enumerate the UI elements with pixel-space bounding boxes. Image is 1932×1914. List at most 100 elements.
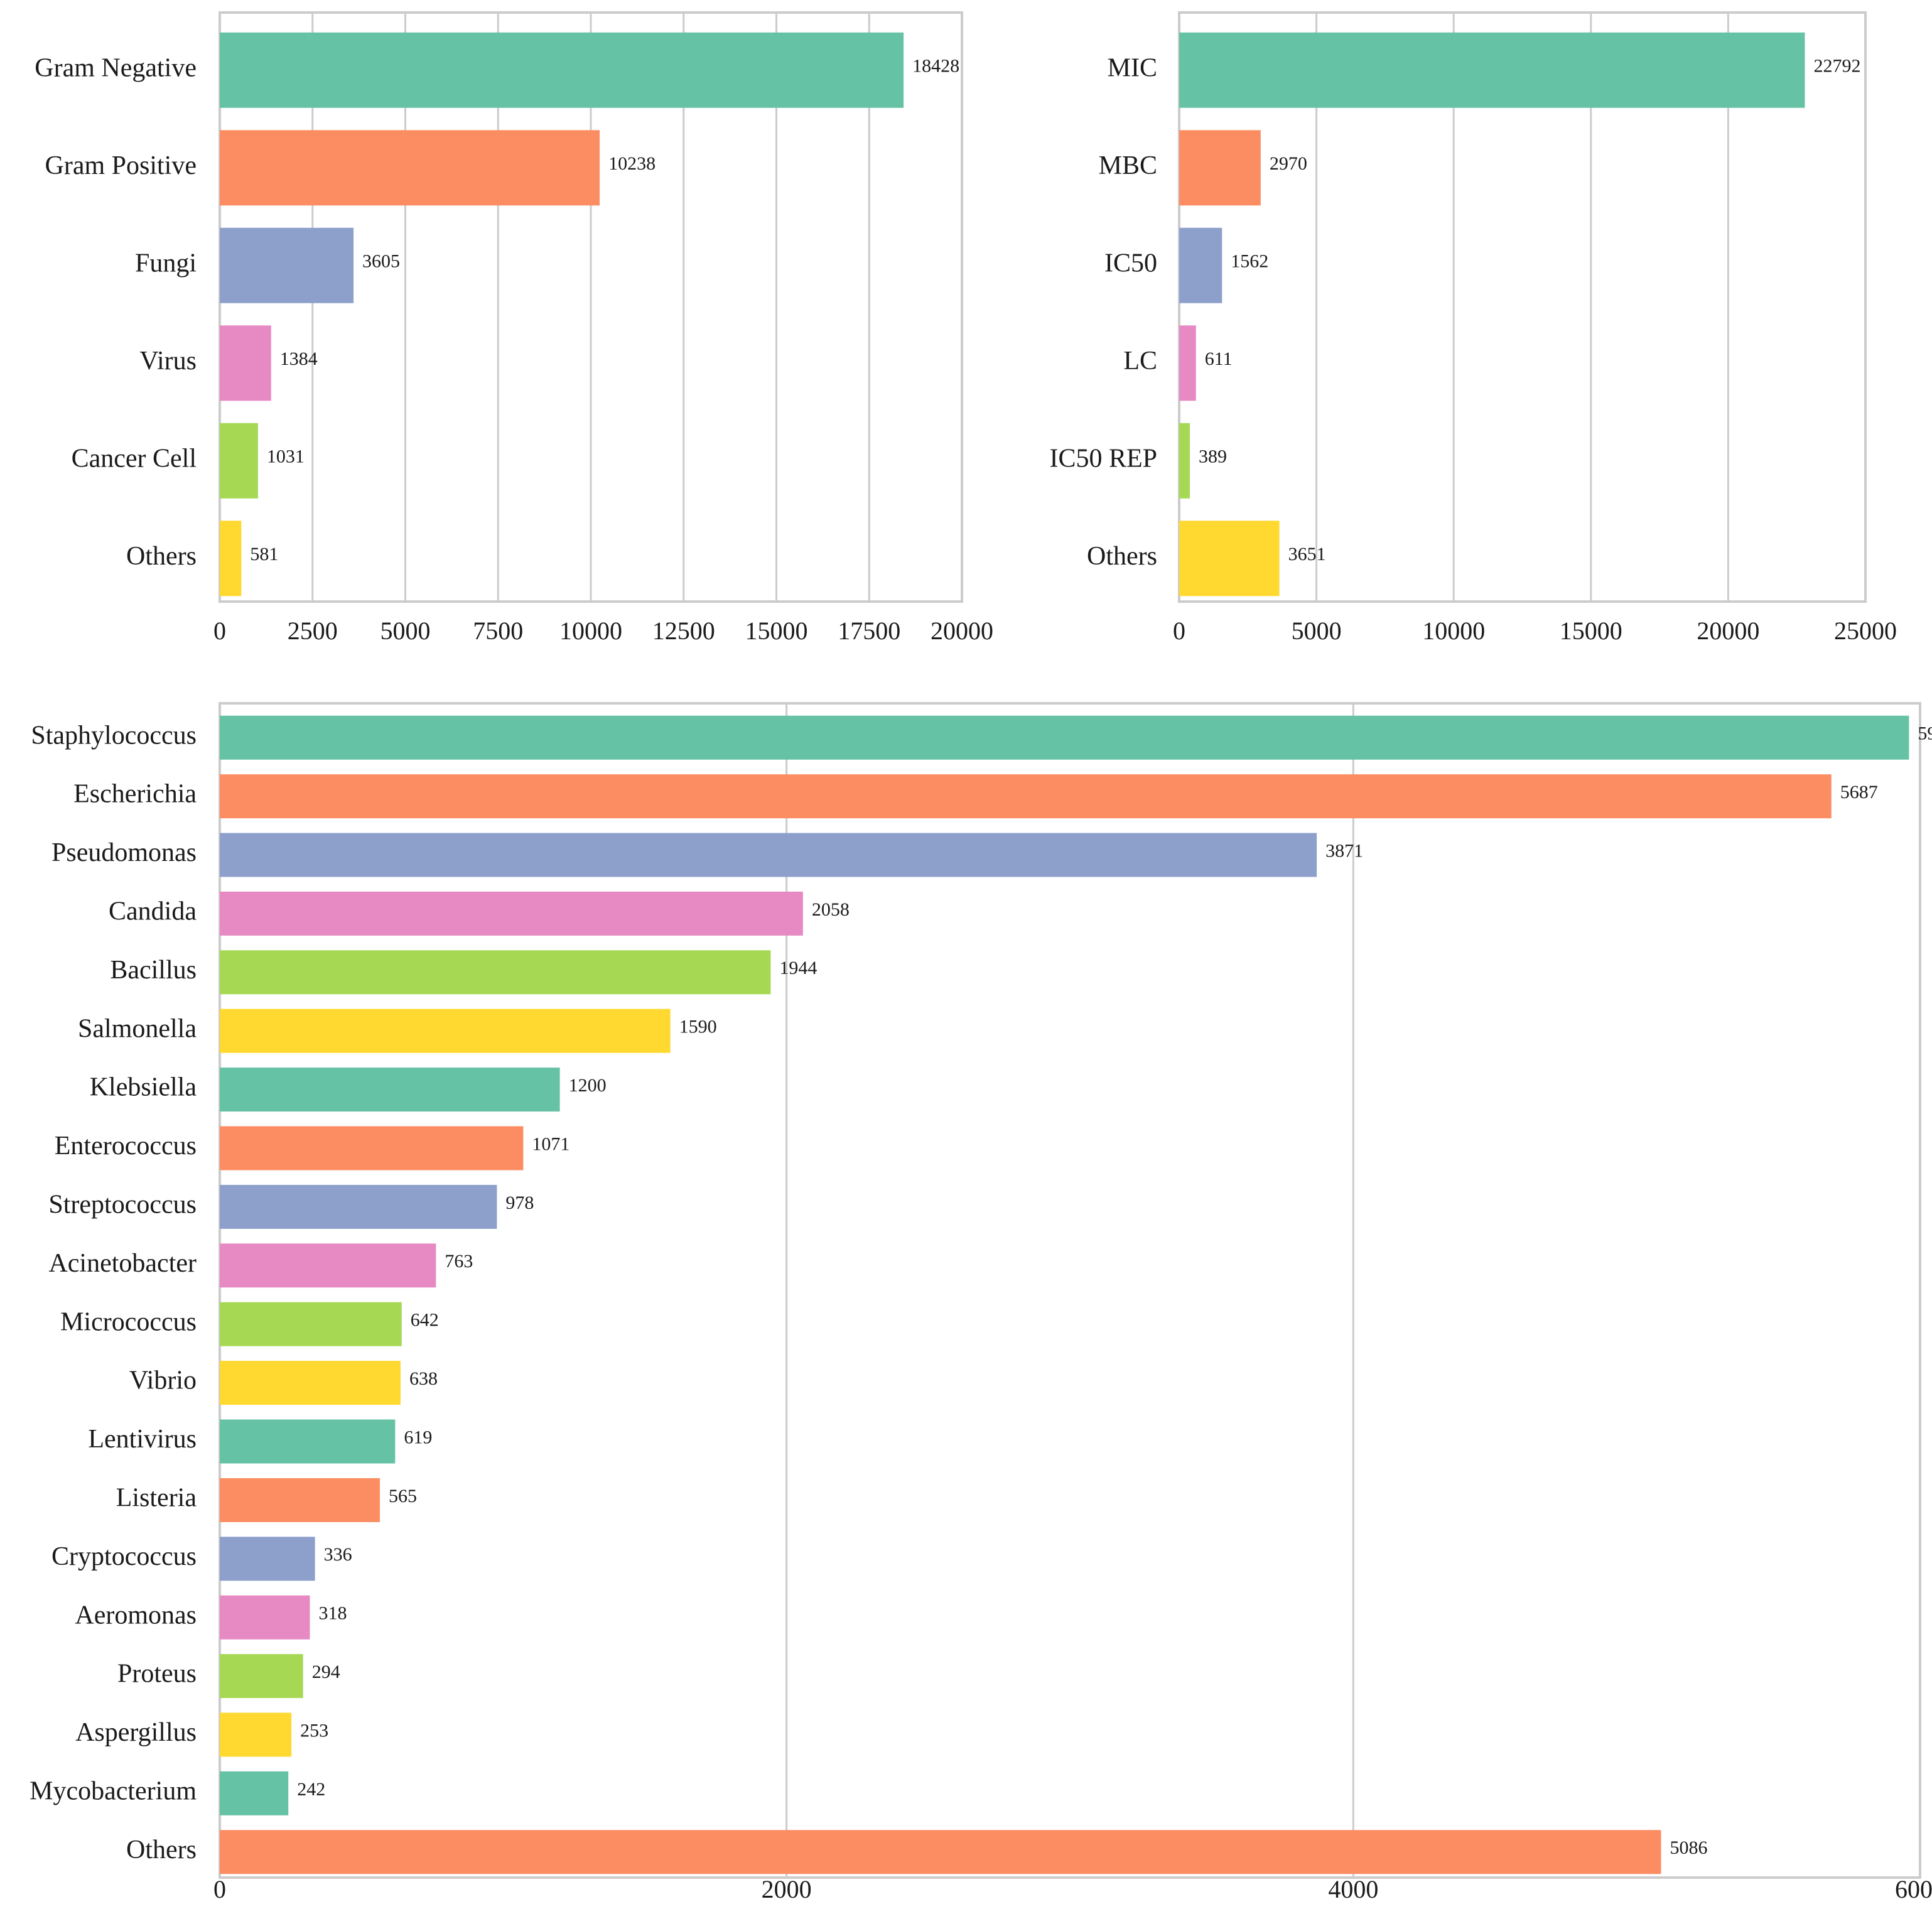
bar (220, 423, 258, 499)
value-label: 253 (300, 1720, 328, 1741)
bar (1179, 32, 1805, 108)
bar (220, 1712, 292, 1757)
category-label: Klebsiella (90, 1073, 197, 1102)
category-label: Fungi (135, 249, 197, 278)
value-label: 22792 (1813, 56, 1860, 77)
category-label: Gram Positive (45, 151, 197, 180)
value-label: 318 (319, 1603, 347, 1624)
bar (220, 1361, 401, 1405)
value-label: 565 (389, 1486, 417, 1506)
value-label: 978 (505, 1192, 534, 1213)
x-tick-label: 17500 (838, 617, 900, 645)
value-label: 242 (297, 1779, 325, 1800)
value-label: 389 (1199, 446, 1227, 467)
category-label: Others (126, 542, 197, 571)
plot-frame (1178, 11, 1867, 603)
value-label: 294 (312, 1662, 340, 1682)
value-label: 763 (445, 1251, 473, 1272)
category-label: Enterococcus (55, 1132, 197, 1160)
bar (220, 950, 771, 995)
x-tick-label: 0 (213, 1875, 226, 1903)
bar (220, 227, 354, 303)
value-label: 3651 (1288, 544, 1326, 565)
category-label: IC50 REP (1049, 444, 1157, 473)
bar (220, 1008, 671, 1053)
value-label: 2058 (812, 899, 850, 920)
x-tick-label: 10000 (1422, 617, 1485, 645)
value-label: 2970 (1270, 153, 1307, 174)
value-label: 619 (404, 1427, 432, 1447)
value-label: 3871 (1325, 840, 1363, 861)
category-label: Lentivirus (88, 1425, 197, 1454)
x-tick-label: 12500 (652, 617, 715, 645)
bar (220, 774, 1832, 819)
value-label: 581 (250, 544, 278, 565)
category-label: IC50 (1104, 249, 1157, 278)
category-label: Salmonella (78, 1014, 197, 1043)
x-tick-label: 0 (213, 617, 226, 645)
category-label: Candida (109, 897, 197, 926)
category-label: Streptococcus (48, 1191, 197, 1219)
category-label: Pseudomonas (51, 838, 197, 867)
chart-measurement-type: 0 5000 10000 15000 20000 25000 MIC 22792 MBC 2970… (1049, 11, 1897, 645)
plot-frame (219, 11, 963, 603)
chart-target-class: 0 2500 5000 7500 10000 12500 15000 17500 20000 Gr… (35, 11, 993, 645)
value-label: 611 (1205, 349, 1233, 369)
x-tick-label: 15000 (1560, 617, 1622, 645)
x-tick-label: 5000 (1292, 617, 1342, 645)
value-label: 638 (409, 1368, 438, 1389)
value-label: 5687 (1840, 782, 1878, 803)
bar (220, 521, 242, 597)
x-tick-label: 25000 (1834, 617, 1897, 645)
category-label: Aspergillus (75, 1718, 197, 1747)
category-label: Others (1087, 542, 1157, 571)
bar (220, 1478, 380, 1522)
category-label: Escherichia (73, 780, 197, 809)
bar (1179, 130, 1261, 206)
bar (220, 1537, 315, 1581)
bar (220, 1302, 402, 1346)
x-tick-label: 15000 (745, 617, 808, 645)
bar (220, 130, 600, 206)
bar (220, 32, 904, 108)
bar (1179, 227, 1222, 303)
value-label: 3605 (362, 251, 400, 272)
value-label: 1071 (532, 1133, 569, 1154)
category-label: LC (1123, 347, 1157, 376)
bar (220, 1184, 497, 1229)
bar (220, 325, 271, 401)
category-label: Virus (139, 347, 197, 376)
x-tick-label: 0 (1173, 617, 1185, 645)
category-label: MBC (1099, 151, 1157, 180)
bar (1179, 423, 1190, 499)
x-tick-label: 2000 (762, 1875, 812, 1903)
category-label: Aeromonas (75, 1601, 197, 1630)
category-label: Bacillus (110, 956, 197, 985)
category-label: Micrococcus (60, 1307, 197, 1336)
value-label: 5961 (1918, 723, 1932, 744)
bar (220, 715, 1909, 760)
x-tick-label: 10000 (559, 617, 622, 645)
x-tick-label: 20000 (931, 617, 993, 645)
bar (1179, 325, 1196, 401)
bar (220, 1243, 436, 1288)
bar (220, 833, 1317, 877)
value-label: 1562 (1231, 251, 1268, 272)
category-label: MIC (1108, 53, 1157, 82)
x-tick-label: 7500 (473, 617, 523, 645)
category-label: Staphylococcus (31, 721, 197, 750)
bar (220, 1595, 310, 1640)
plot-frame (219, 702, 1921, 1879)
category-label: Cryptococcus (51, 1542, 197, 1571)
category-label: Gram Negative (35, 53, 197, 82)
value-label: 18428 (912, 56, 959, 77)
category-label: Vibrio (129, 1366, 197, 1395)
value-label: 5086 (1670, 1837, 1707, 1858)
value-label: 1200 (569, 1075, 607, 1096)
bar (220, 1068, 560, 1112)
category-label: Listeria (116, 1484, 197, 1513)
x-tick-label: 2500 (288, 617, 338, 645)
value-label: 1384 (280, 349, 318, 369)
category-label: Acinetobacter (48, 1249, 197, 1278)
